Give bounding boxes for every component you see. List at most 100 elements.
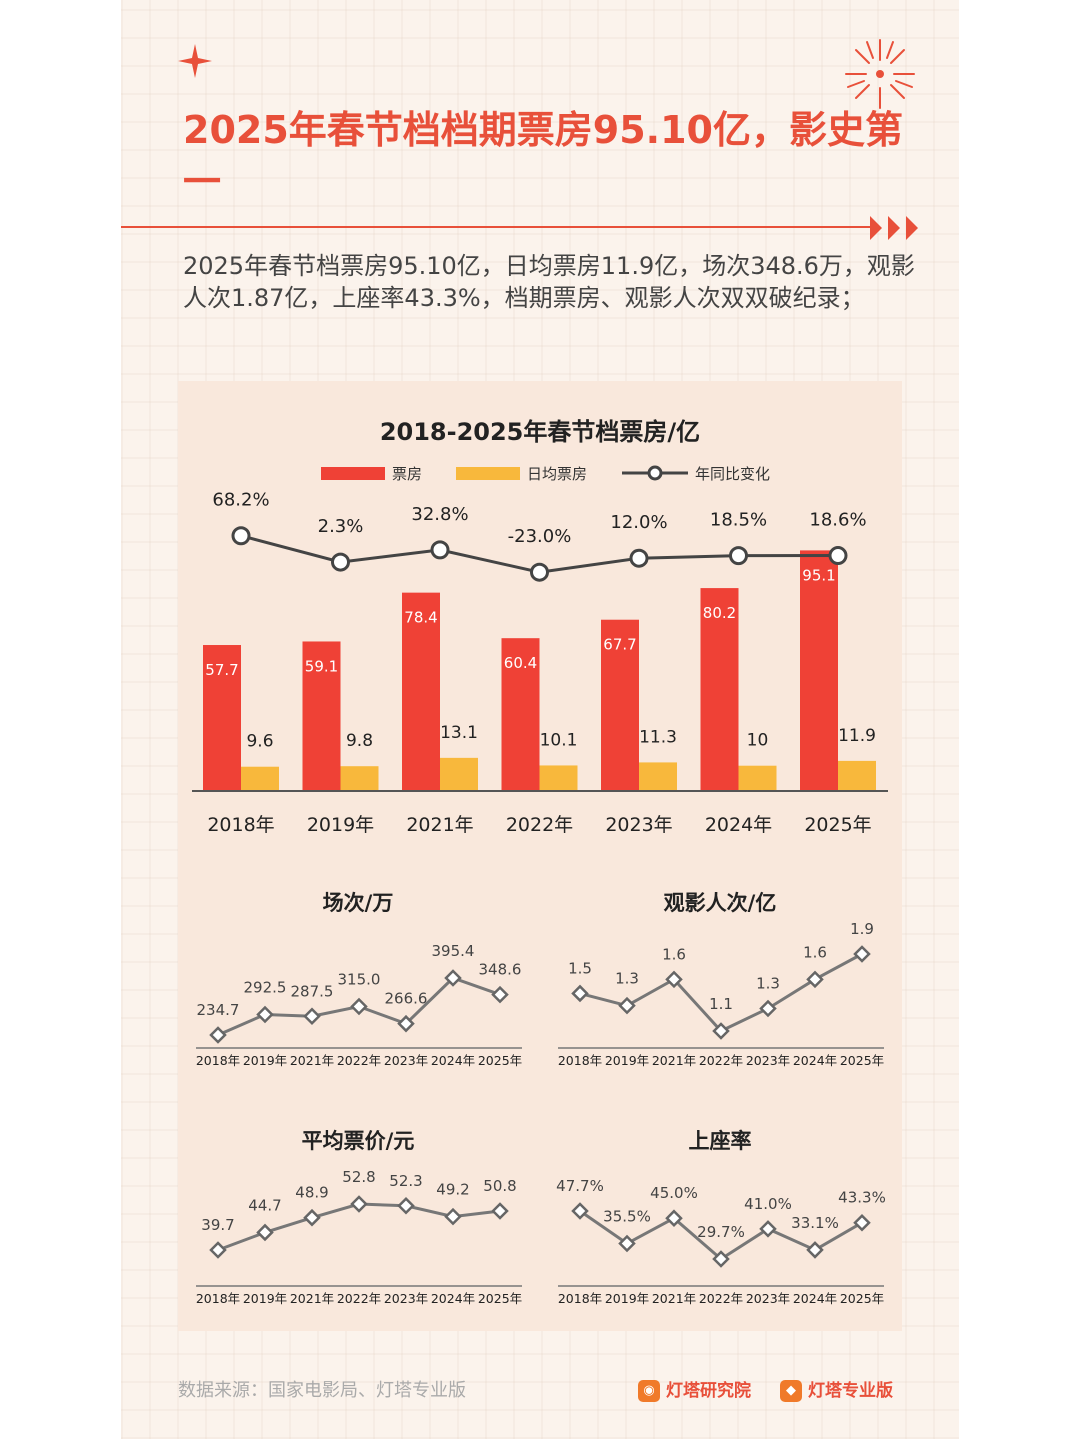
small-chart-value-label: 1.9 (850, 920, 874, 938)
legend-swatch-daily (456, 467, 520, 480)
small-chart-x-tick: 2018年 (558, 1053, 602, 1068)
legend-label-boxoffice: 票房 (392, 465, 422, 483)
chart-legend: 票房 日均票房 年同比变化 (321, 465, 770, 483)
small-chart-point (712, 1250, 730, 1268)
small-chart-x-tick: 2021年 (290, 1291, 334, 1306)
small-chart-point (491, 1202, 509, 1220)
bar-value-label: 67.7 (603, 636, 636, 654)
small-chart-x-tick: 2019年 (605, 1053, 649, 1068)
small-chart-point (759, 999, 777, 1018)
yoy-value-label: 18.5% (710, 510, 767, 531)
small-chart-x-tick: 2024年 (431, 1291, 475, 1306)
small-chart-x-tick: 2022年 (699, 1053, 743, 1068)
small-chart-x-tick: 2025年 (478, 1291, 522, 1306)
yoy-point (530, 562, 549, 582)
small-chart-x-tick: 2024年 (793, 1291, 837, 1306)
brand-research-icon: ◉ (638, 1380, 660, 1402)
small-chart-point (665, 970, 683, 989)
small-chart-x-tick: 2023年 (746, 1291, 790, 1306)
small-chart-value-label: 1.6 (803, 943, 827, 961)
small-chart-title: 平均票价/元 (302, 1129, 415, 1153)
small-chart-x-tick: 2025年 (478, 1053, 522, 1068)
bar-daily-boxoffice (639, 762, 677, 791)
small-chart-value-label: 47.7% (556, 1177, 604, 1195)
small-chart-point (712, 1022, 730, 1040)
small-chart-x-tick: 2024年 (431, 1053, 475, 1068)
small-chart-x-tick: 2024年 (793, 1053, 837, 1068)
small-chart-x-tick: 2021年 (652, 1053, 696, 1068)
data-source: 数据来源：国家电影局、灯塔专业版 (178, 1380, 466, 1401)
x-tick-label: 2023年 (605, 814, 672, 836)
small-chart-x-tick: 2021年 (652, 1291, 696, 1306)
bar-value-label: 59.1 (305, 657, 338, 675)
small-chart-x-tick: 2022年 (337, 1291, 381, 1306)
small-chart-value-label: 52.8 (342, 1168, 375, 1186)
bar-boxoffice (800, 550, 838, 791)
bar-value-label: 60.4 (504, 654, 537, 672)
yoy-point (629, 548, 649, 568)
small-chart-x-tick: 2023年 (384, 1053, 428, 1068)
small-chart-point (759, 1220, 777, 1238)
page-title: 2025年春节档档期票房95.10亿，影史第一 (183, 108, 903, 204)
yoy-point (729, 546, 748, 566)
brand-pro-icon: ◆ (780, 1380, 802, 1402)
brand-pro-label: 灯塔专业版 (808, 1381, 893, 1401)
small-chart-x-tick: 2023年 (746, 1053, 790, 1068)
bar-boxoffice (501, 638, 540, 791)
bar-daily-boxoffice (340, 766, 379, 791)
yoy-value-label: 12.0% (610, 512, 667, 533)
small-chart-point (444, 1207, 462, 1226)
small-chart-point (397, 1014, 415, 1033)
yoy-value-label: -23.0% (508, 526, 572, 547)
bar-daily-boxoffice (241, 766, 279, 791)
legend-label-daily: 日均票房 (527, 465, 587, 483)
small-chart-x-tick: 2025年 (840, 1053, 884, 1068)
small-chart-title: 上座率 (689, 1129, 752, 1153)
small-chart-value-label: 33.1% (791, 1214, 839, 1232)
bar-daily-value-label: 11.9 (838, 726, 876, 746)
brand-pro: ◆ 灯塔专业版 (780, 1376, 893, 1402)
small-chart-point (350, 1195, 368, 1213)
small-chart-value-label: 43.3% (838, 1189, 886, 1207)
bar-boxoffice (302, 641, 341, 791)
small-chart-value-label: 292.5 (244, 978, 287, 996)
firework-icon (845, 39, 915, 109)
small-chart-point (618, 1234, 636, 1253)
bar-daily-value-label: 9.8 (346, 731, 373, 751)
small-chart-point (665, 1209, 683, 1227)
small-chart-x-tick: 2022年 (699, 1291, 743, 1306)
small-chart-value-label: 45.0% (650, 1184, 698, 1202)
small-chart-value-label: 35.5% (603, 1208, 651, 1226)
bar-value-label: 78.4 (404, 609, 437, 627)
small-chart-x-tick: 2018年 (558, 1291, 602, 1306)
small-chart-value-label: 29.7% (697, 1223, 745, 1241)
small-chart-value-label: 234.7 (197, 1001, 240, 1019)
chart-panel (178, 381, 902, 1331)
small-chart-point (256, 1005, 274, 1024)
sparkle-icon (178, 44, 212, 78)
bar-daily-value-label: 10 (747, 731, 769, 751)
small-chart-value-label: 39.7 (201, 1216, 234, 1234)
small-chart-point (209, 1026, 227, 1044)
small-chart-value-label: 266.6 (385, 990, 428, 1008)
small-chart-value-label: 1.6 (662, 945, 686, 963)
bar-daily-value-label: 11.3 (639, 727, 677, 747)
bar-value-label: 80.2 (703, 604, 736, 622)
small-chart-point (397, 1196, 415, 1215)
small-chart-line (579, 952, 863, 1033)
yoy-point (231, 526, 251, 546)
bar-daily-boxoffice (440, 757, 478, 791)
small-chart-x-tick: 2019年 (243, 1291, 287, 1306)
small-chart-point (853, 1213, 871, 1232)
title-divider (121, 226, 871, 228)
small-chart-point (806, 970, 824, 989)
bar-daily-boxoffice (738, 765, 777, 791)
small-chart-point (209, 1241, 227, 1259)
yoy-value-label: 68.2% (212, 490, 269, 511)
small-chart-value-label: 395.4 (432, 942, 475, 960)
small-chart-value-label: 1.3 (756, 974, 780, 992)
small-chart-value-label: 287.5 (291, 982, 334, 1000)
summary-text: 2025年春节档票房95.10亿，日均票房11.9亿，场次348.6万，观影人次… (183, 252, 915, 312)
bar-daily-value-label: 10.1 (540, 730, 578, 750)
bar-boxoffice (203, 645, 241, 791)
